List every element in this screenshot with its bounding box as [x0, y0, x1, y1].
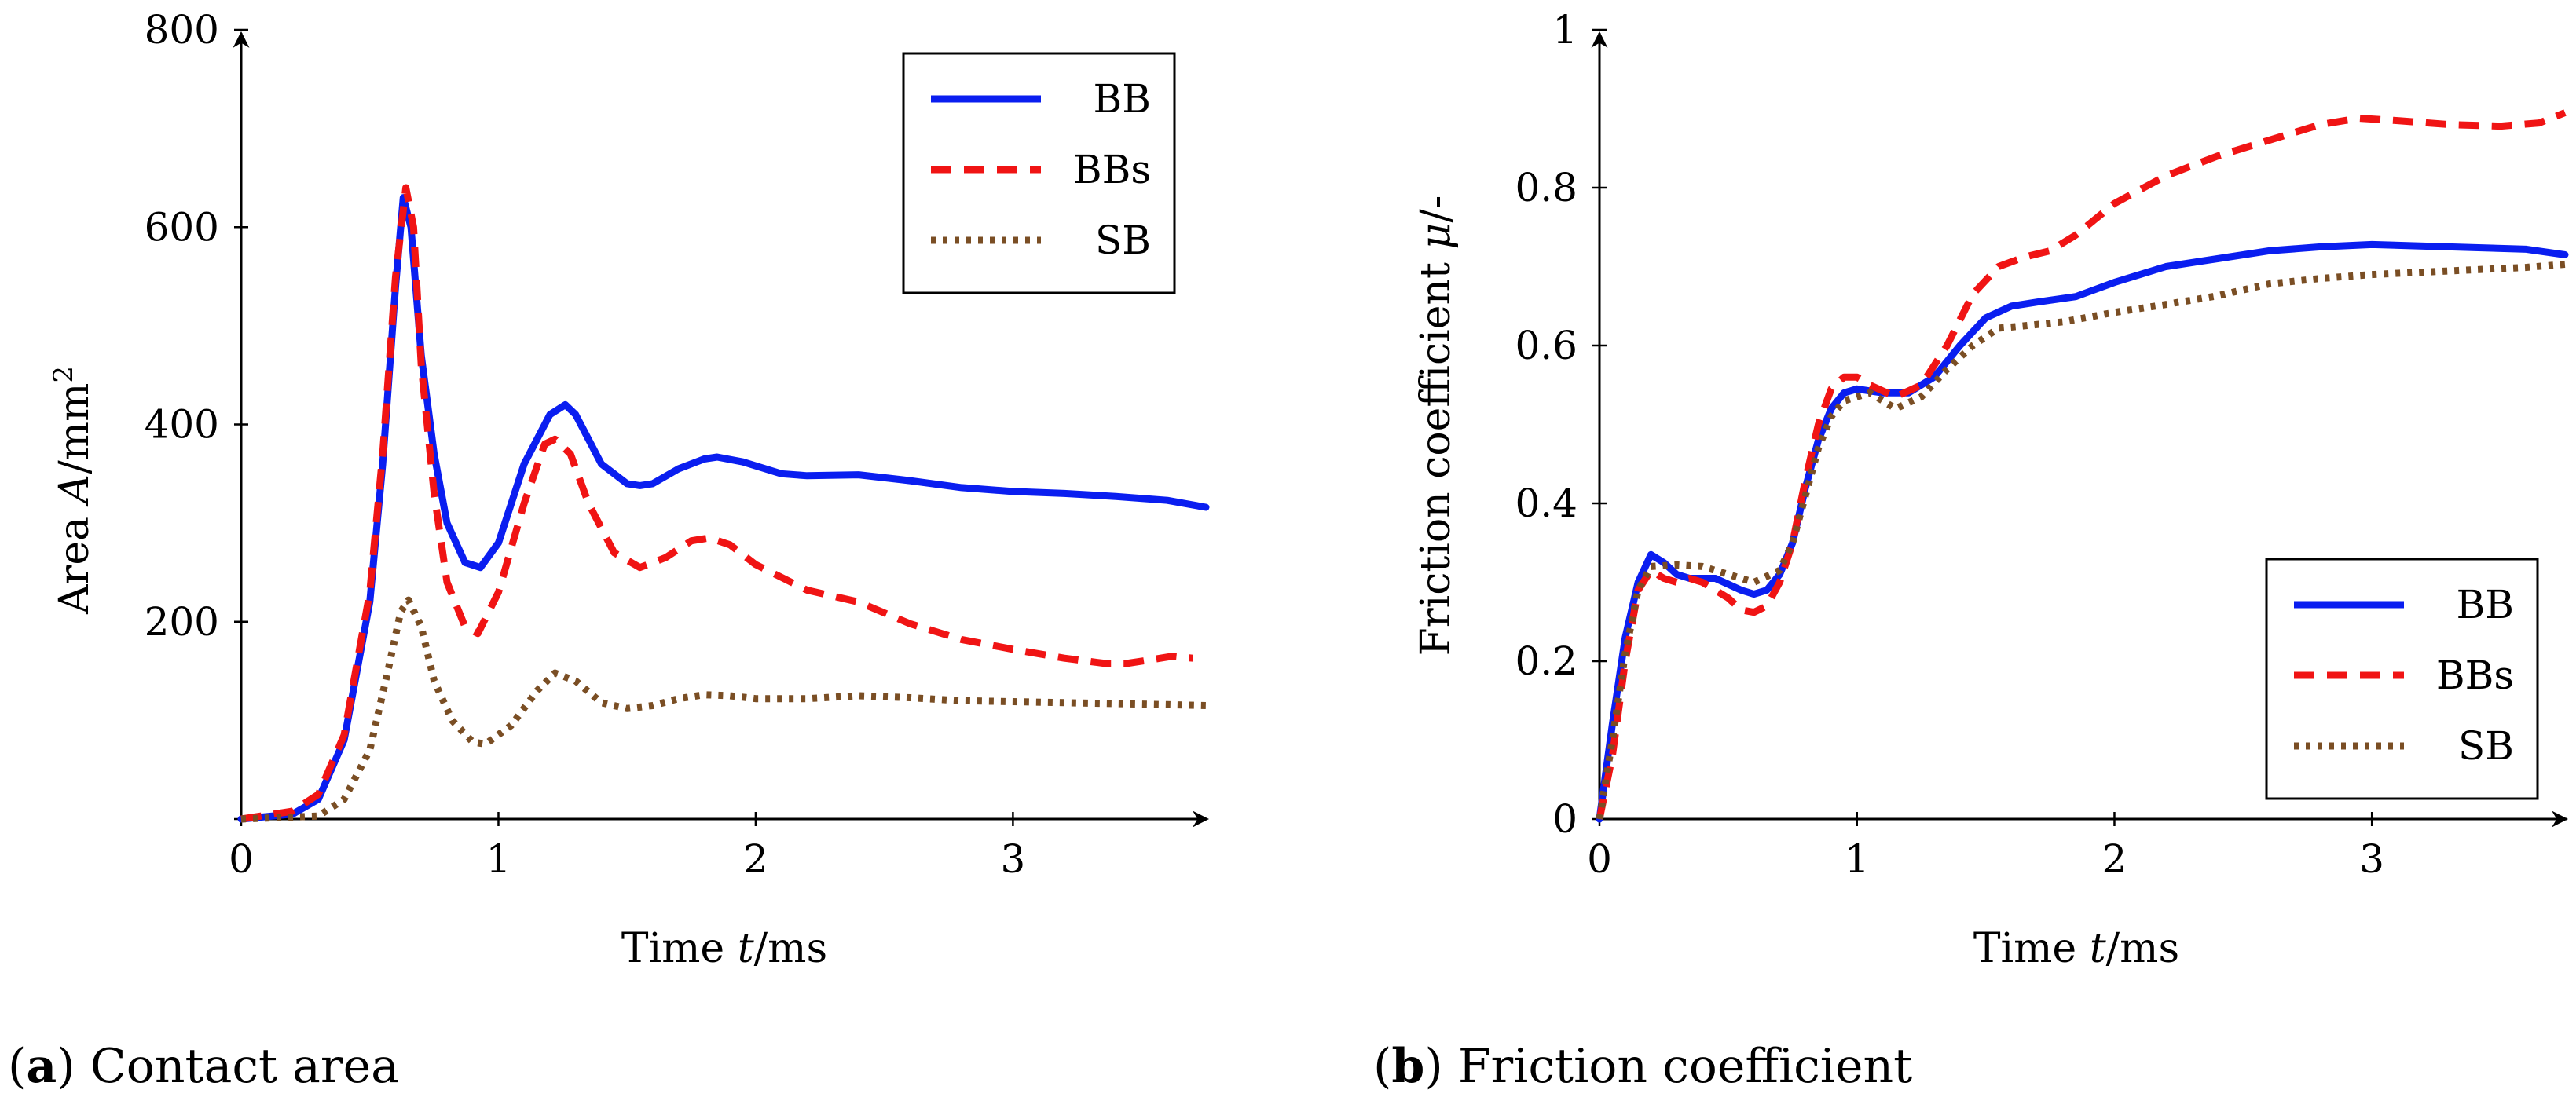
friction-coefficient-x-tick-label: 3 — [2359, 836, 2384, 882]
friction-coefficient-plot — [1596, 109, 2569, 823]
friction-coefficient-x-tick-label: 2 — [2102, 836, 2127, 882]
contact-area-y-axis-label: Area A/mm2 — [48, 366, 98, 615]
contact-area-series-sb — [240, 596, 1207, 823]
contact-area-legend-label-bbs: BBs — [1073, 147, 1151, 192]
contact-area-y-tick-label: 800 — [145, 7, 219, 53]
contact-area-axes: 0 1 2 3 200 400 600 800 — [145, 7, 1210, 882]
caption-a: (a) Contact area — [8, 1039, 399, 1094]
contact-area-y-tick-label: 400 — [145, 402, 219, 448]
friction-coefficient-legend: BB BBs SB — [2265, 558, 2539, 800]
contact-area-chart: Time t/ms Area A/mm2 0 1 2 3 200 400 600 800 BB… — [48, 7, 1210, 972]
friction-coefficient-y-tick-label: 0.6 — [1515, 323, 1577, 368]
friction-coefficient-y-tick-label: 0.8 — [1515, 165, 1577, 210]
friction-coefficient-y-axis-label: Friction coefficient μ/- — [1413, 196, 1460, 656]
contact-area-x-axis-label: Time t/ms — [621, 925, 827, 972]
friction-coefficient-y-tick-label: 0.2 — [1515, 638, 1577, 684]
friction-coefficient-y-tick-label: 0 — [1552, 796, 1577, 842]
contact-area-plot — [237, 184, 1210, 823]
contact-area-legend-label-bb: BB — [1094, 76, 1152, 122]
caption-b: (b) Friction coefficient — [1373, 1039, 1912, 1094]
friction-coefficient-legend-label-bbs: BBs — [2436, 653, 2514, 698]
friction-coefficient-series-sb — [1596, 261, 2566, 820]
friction-coefficient-axes: 0 1 2 3 0 0.2 0.4 0.6 0.8 1 — [1515, 7, 2569, 882]
contact-area-legend: BB BBs SB — [902, 52, 1176, 294]
friction-coefficient-legend-label-bb: BB — [2457, 582, 2515, 627]
friction-coefficient-x-axis-label: Time t/ms — [1973, 925, 2179, 972]
friction-coefficient-chart: Time t/ms Friction coefficient μ/- 0 1 2 30… — [1413, 7, 2569, 972]
contact-area-y-tick-label: 600 — [145, 204, 219, 250]
contact-area-y-tick-label: 200 — [145, 599, 219, 645]
friction-coefficient-legend-label-sb: SB — [2458, 723, 2514, 769]
friction-coefficient-x-tick-label: 0 — [1587, 836, 1612, 882]
contact-area-legend-label-sb: SB — [1095, 218, 1151, 263]
contact-area-x-tick-label: 2 — [743, 836, 768, 882]
contact-area-x-tick-label: 0 — [229, 836, 254, 882]
friction-coefficient-y-tick-label: 0.4 — [1515, 481, 1577, 526]
friction-coefficient-series-bb — [1596, 240, 2569, 823]
contact-area-series-bbs — [240, 184, 1194, 823]
contact-area-x-tick-label: 1 — [486, 836, 511, 882]
friction-coefficient-x-tick-label: 1 — [1845, 836, 1870, 882]
friction-coefficient-series-bbs — [1596, 109, 2567, 820]
contact-area-x-tick-label: 3 — [1000, 836, 1025, 882]
friction-coefficient-y-tick-label: 1 — [1552, 7, 1577, 53]
